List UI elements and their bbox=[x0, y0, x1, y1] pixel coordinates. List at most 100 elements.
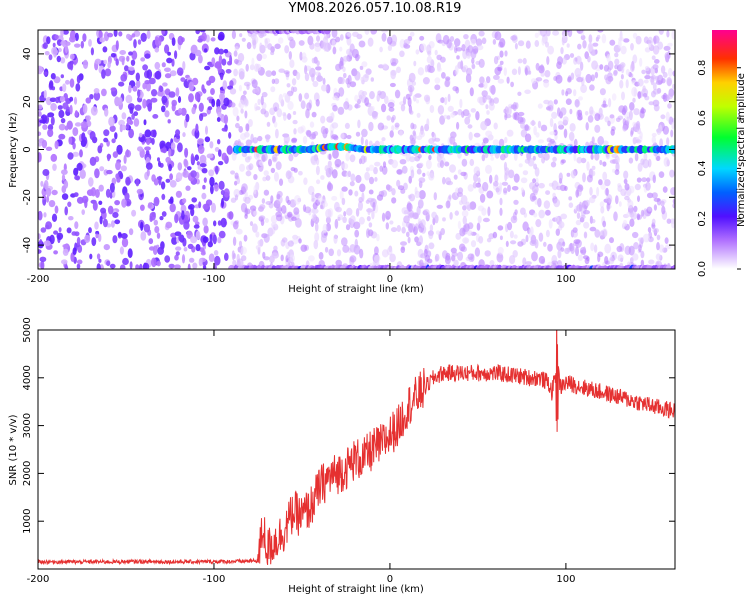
spectrogram-speckle bbox=[416, 112, 421, 118]
spectrogram-speckle bbox=[140, 221, 144, 231]
colorbar-label: Normalized spectral amplitude bbox=[736, 73, 747, 227]
spectrogram-speckle bbox=[137, 89, 141, 98]
spectrogram-speckle bbox=[587, 55, 591, 63]
spectrogram-speckle bbox=[223, 188, 230, 198]
spectrogram-speckle bbox=[186, 230, 193, 239]
spectrogram-speckle bbox=[140, 32, 147, 43]
spectrogram-speckle bbox=[257, 135, 263, 142]
spectrogram-speckle bbox=[499, 50, 504, 58]
spectrogram-speckle bbox=[604, 179, 611, 187]
spectrogram-speckle bbox=[583, 231, 588, 239]
spectrogram-speckle bbox=[171, 236, 178, 245]
spectrogram-speckle bbox=[478, 236, 484, 244]
spectrogram-speckle bbox=[161, 193, 166, 200]
spectrogram-speckle bbox=[253, 185, 257, 195]
spectrogram-speckle bbox=[439, 160, 445, 169]
spectrogram-speckle bbox=[467, 184, 474, 192]
spectrogram-speckle bbox=[537, 197, 542, 208]
spectrogram-speckle bbox=[232, 106, 239, 117]
spectrogram-speckle bbox=[218, 180, 225, 190]
spectrogram-speckle bbox=[609, 39, 616, 46]
spectrogram-speckle bbox=[577, 254, 584, 261]
spectrogram-speckle bbox=[641, 69, 646, 75]
spectrogram-speckle bbox=[368, 189, 374, 195]
spectrogram-speckle bbox=[271, 78, 276, 84]
spectrogram-speckle bbox=[202, 236, 209, 243]
spectrogram-speckle bbox=[195, 230, 201, 240]
spectrogram-speckle bbox=[604, 116, 610, 123]
spectrogram-speckle bbox=[67, 201, 72, 208]
y-tick-label: 2000 bbox=[22, 461, 33, 486]
spectrogram-speckle bbox=[56, 55, 61, 63]
spectrogram-speckle bbox=[308, 255, 315, 262]
spectrogram-speckle bbox=[110, 220, 115, 228]
spectrogram-speckle bbox=[81, 209, 85, 216]
spectrogram-speckle bbox=[436, 54, 443, 61]
spectrogram-speckle bbox=[64, 125, 69, 131]
spectrogram-speckle bbox=[43, 71, 48, 76]
spectrogram-speckle bbox=[289, 39, 296, 49]
spectrogram-speckle bbox=[292, 86, 298, 93]
spectrogram-speckle bbox=[494, 66, 502, 76]
spectrogram-speckle bbox=[168, 91, 176, 98]
spectrogram-speckle bbox=[108, 116, 115, 127]
spectrogram-speckle bbox=[555, 74, 563, 84]
spectrogram-speckle bbox=[482, 217, 490, 223]
spectrogram-speckle bbox=[50, 73, 56, 80]
spectrogram-speckle bbox=[200, 251, 206, 256]
spectrogram-speckle bbox=[342, 244, 350, 253]
spectrogram-speckle bbox=[358, 200, 363, 211]
spectrogram-speckle bbox=[465, 73, 472, 83]
spectrogram-speckle bbox=[434, 137, 441, 142]
spectrogram-speckle bbox=[132, 85, 138, 92]
spectrogram-speckle bbox=[274, 78, 280, 85]
spectrogram-speckle bbox=[214, 47, 220, 55]
spectrogram-speckle bbox=[547, 105, 554, 112]
spectrogram-speckle bbox=[123, 154, 127, 164]
spectrogram-speckle bbox=[102, 46, 108, 53]
spectrogram-speckle bbox=[175, 246, 182, 251]
spectrogram-speckle bbox=[270, 215, 278, 224]
spectrogram-speckle bbox=[389, 220, 394, 225]
spectrogram-speckle bbox=[417, 199, 424, 209]
spectrogram-speckle bbox=[625, 79, 629, 89]
spectrogram-speckle bbox=[570, 170, 577, 179]
spectrogram-speckle bbox=[348, 189, 353, 196]
spectrogram-speckle bbox=[120, 165, 128, 172]
spectrogram-speckle bbox=[309, 42, 315, 50]
spectrogram-speckle bbox=[191, 106, 196, 115]
spectrogram-speckle bbox=[113, 30, 118, 37]
spectrogram-speckle bbox=[195, 244, 201, 252]
spectrogram-speckle bbox=[160, 181, 166, 190]
spectrogram-speckle bbox=[416, 168, 422, 175]
spectrogram-speckle bbox=[316, 60, 320, 67]
spectrogram-speckle bbox=[358, 216, 365, 225]
spectrogram-speckle bbox=[230, 197, 237, 203]
spectrogram-speckle bbox=[493, 181, 499, 187]
spectrogram-speckle bbox=[444, 255, 451, 265]
spectrogram-speckle bbox=[437, 105, 445, 115]
spectrogram-speckle bbox=[204, 65, 211, 71]
spectrogram-speckle bbox=[345, 152, 350, 162]
snr-frame bbox=[37, 329, 676, 570]
spectrogram-speckle bbox=[65, 79, 70, 85]
spectrogram-speckle bbox=[368, 140, 373, 147]
spectrogram-speckle bbox=[371, 106, 375, 111]
spectrogram-speckle bbox=[112, 151, 119, 159]
spectrogram-speckle bbox=[194, 91, 200, 102]
spectrogram-speckle bbox=[417, 67, 425, 76]
snr-x-axis-label: Height of straight line (km) bbox=[288, 584, 424, 595]
spectrogram-speckle bbox=[517, 91, 522, 97]
spectrogram-speckle bbox=[467, 230, 473, 237]
spectrogram-speckle bbox=[350, 173, 356, 182]
spectrogram-speckle bbox=[180, 107, 187, 116]
spectrogram-speckle bbox=[408, 175, 413, 184]
spectrogram-speckle bbox=[162, 82, 168, 87]
spectrogram-speckle bbox=[164, 255, 171, 263]
spectrogram-speckle bbox=[175, 129, 181, 137]
spectrogram-speckle bbox=[60, 40, 67, 46]
spectrogram-speckle bbox=[441, 72, 446, 79]
spectrogram-speckle bbox=[286, 251, 290, 259]
spectrogram-speckle bbox=[636, 120, 641, 130]
spectrogram-speckle bbox=[161, 105, 166, 113]
